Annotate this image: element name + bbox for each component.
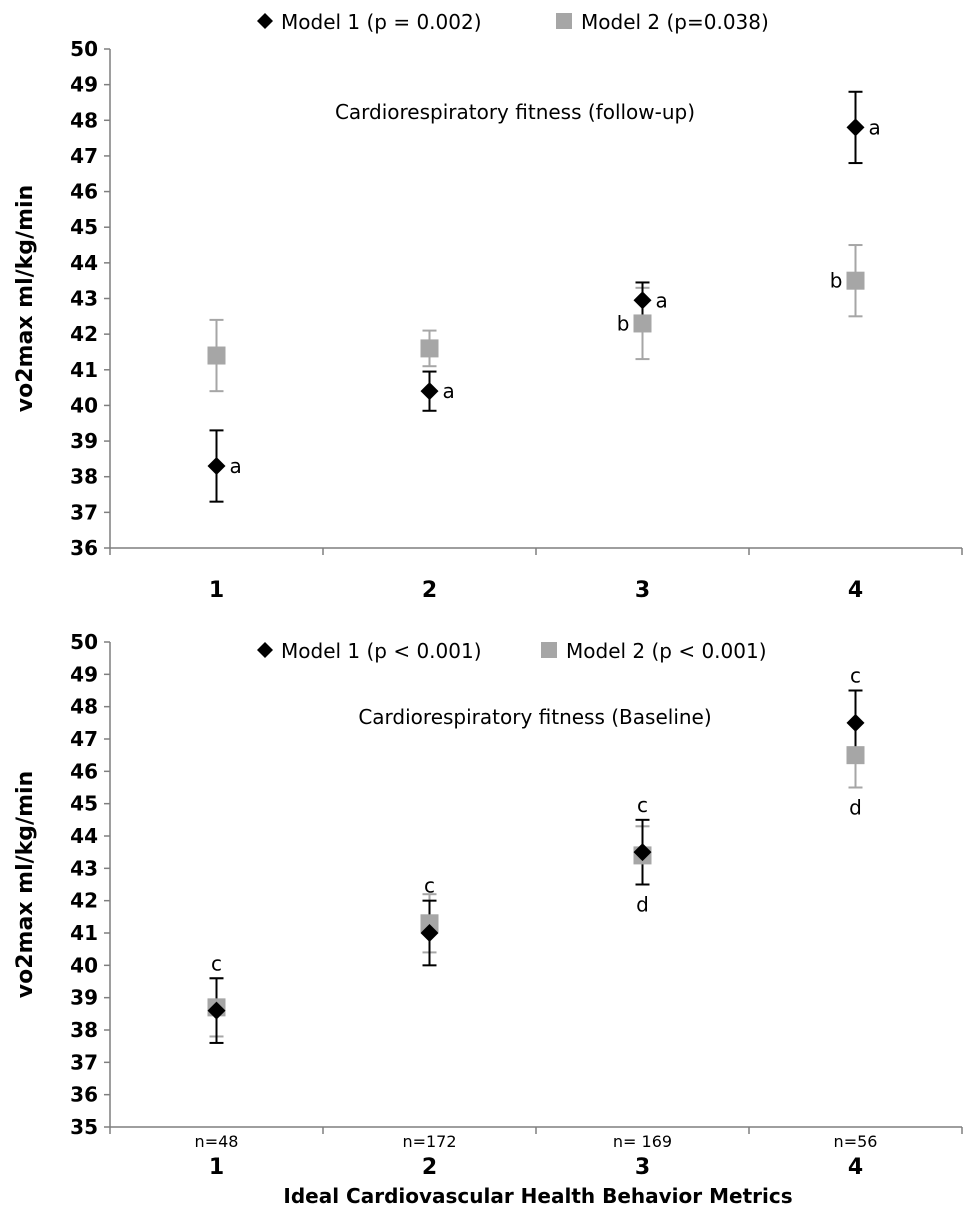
y-axis-title: vo2max ml/kg/min <box>13 185 38 412</box>
x-tick-label: 1 <box>209 1155 224 1180</box>
significance-label: c <box>850 664 861 688</box>
chart-title: Cardiorespiratory fitness (follow-up) <box>335 100 695 124</box>
legend-label: Model 2 (p < 0.001) <box>566 639 767 663</box>
y-tick-label: 46 <box>70 180 98 204</box>
significance-label: b <box>617 311 630 335</box>
y-tick-label: 46 <box>70 759 98 783</box>
x-tick-label: 3 <box>635 578 650 603</box>
significance-label: b <box>830 269 843 293</box>
y-tick-label: 44 <box>70 251 98 275</box>
significance-label: d <box>849 796 862 820</box>
data-point-square <box>846 746 865 765</box>
legend-marker-square <box>541 642 557 658</box>
y-tick-label: 40 <box>70 953 98 977</box>
chart-baseline: 353637383940414243444546474849501n=482n=… <box>13 630 963 1180</box>
data-point-square <box>633 314 652 333</box>
data-point-square <box>420 339 439 358</box>
data-point-diamond <box>846 118 865 137</box>
y-tick-label: 50 <box>70 630 98 654</box>
y-tick-label: 45 <box>70 792 98 816</box>
y-tick-label: 41 <box>70 358 98 382</box>
legend-marker-diamond <box>257 642 273 658</box>
x-tick-label: 4 <box>848 578 863 603</box>
legend-label: Model 2 (p=0.038) <box>581 10 769 34</box>
y-tick-label: 49 <box>70 662 98 686</box>
legend-marker-square <box>556 13 572 29</box>
y-tick-label: 43 <box>70 856 98 880</box>
y-tick-label: 39 <box>70 429 98 453</box>
y-tick-label: 38 <box>70 1018 98 1042</box>
x-tick-label: 2 <box>422 1155 437 1180</box>
legend-label: Model 1 (p = 0.002) <box>281 10 482 34</box>
y-tick-label: 36 <box>70 536 98 560</box>
chart-follow-up: 36 37 38 39 40 41 42 43 44 45 46 47 48 49 50 1 2 3 4 vo2max… <box>13 10 963 603</box>
y-tick-label: 48 <box>70 108 98 132</box>
significance-label: a <box>230 454 242 478</box>
sample-size-label: n=172 <box>402 1132 456 1151</box>
significance-label: c <box>637 793 648 817</box>
data-point-square <box>420 914 439 933</box>
data-point-diamond <box>420 382 439 401</box>
data-point-diamond <box>633 291 652 310</box>
data-point-diamond <box>846 713 865 732</box>
significance-label: d <box>636 893 649 917</box>
significance-label: a <box>869 115 881 139</box>
y-tick-label: 41 <box>70 921 98 945</box>
y-tick-label: 47 <box>70 144 98 168</box>
x-tick-label: 2 <box>422 578 437 603</box>
y-tick-label: 47 <box>70 727 98 751</box>
significance-label: c <box>424 874 435 898</box>
significance-label: a <box>443 379 455 403</box>
y-axis-title: vo2max ml/kg/min <box>13 771 38 998</box>
y-tick-label: 50 <box>70 37 98 61</box>
y-tick-label: 39 <box>70 986 98 1010</box>
y-tick-label: 45 <box>70 215 98 239</box>
y-tick-label: 43 <box>70 287 98 311</box>
data-point-diamond <box>207 1001 226 1020</box>
significance-label: a <box>656 288 668 312</box>
data-point-square <box>846 271 865 290</box>
y-tick-label: 48 <box>70 695 98 719</box>
y-tick-label: 37 <box>70 500 98 524</box>
x-axis-title: Ideal Cardiovascular Health Behavior Met… <box>283 1184 792 1208</box>
x-tick-label: 1 <box>209 578 224 603</box>
y-tick-label: 49 <box>70 73 98 97</box>
y-tick-label: 42 <box>70 322 98 346</box>
y-tick-label: 36 <box>70 1083 98 1107</box>
data-point-square <box>207 346 226 365</box>
data-point-diamond <box>420 924 439 942</box>
y-tick-label: 37 <box>70 1050 98 1074</box>
legend-marker-diamond <box>257 13 273 29</box>
data-point-diamond <box>207 457 226 476</box>
legend-label: Model 1 (p < 0.001) <box>281 639 482 663</box>
y-tick-label: 38 <box>70 465 98 489</box>
significance-label: c <box>211 951 222 975</box>
x-tick-label: 4 <box>848 1155 863 1180</box>
chart-title: Cardiorespiratory fitness (Baseline) <box>358 705 711 729</box>
sample-size-label: n= 169 <box>613 1132 672 1151</box>
x-tick-label: 3 <box>635 1155 650 1180</box>
y-tick-label: 42 <box>70 889 98 913</box>
data-point-diamond <box>633 843 652 862</box>
sample-size-label: n=48 <box>195 1132 239 1151</box>
sample-size-label: n=56 <box>834 1132 878 1151</box>
y-tick-label: 40 <box>70 393 98 417</box>
y-tick-label: 35 <box>70 1115 98 1139</box>
y-tick-label: 44 <box>70 824 98 848</box>
